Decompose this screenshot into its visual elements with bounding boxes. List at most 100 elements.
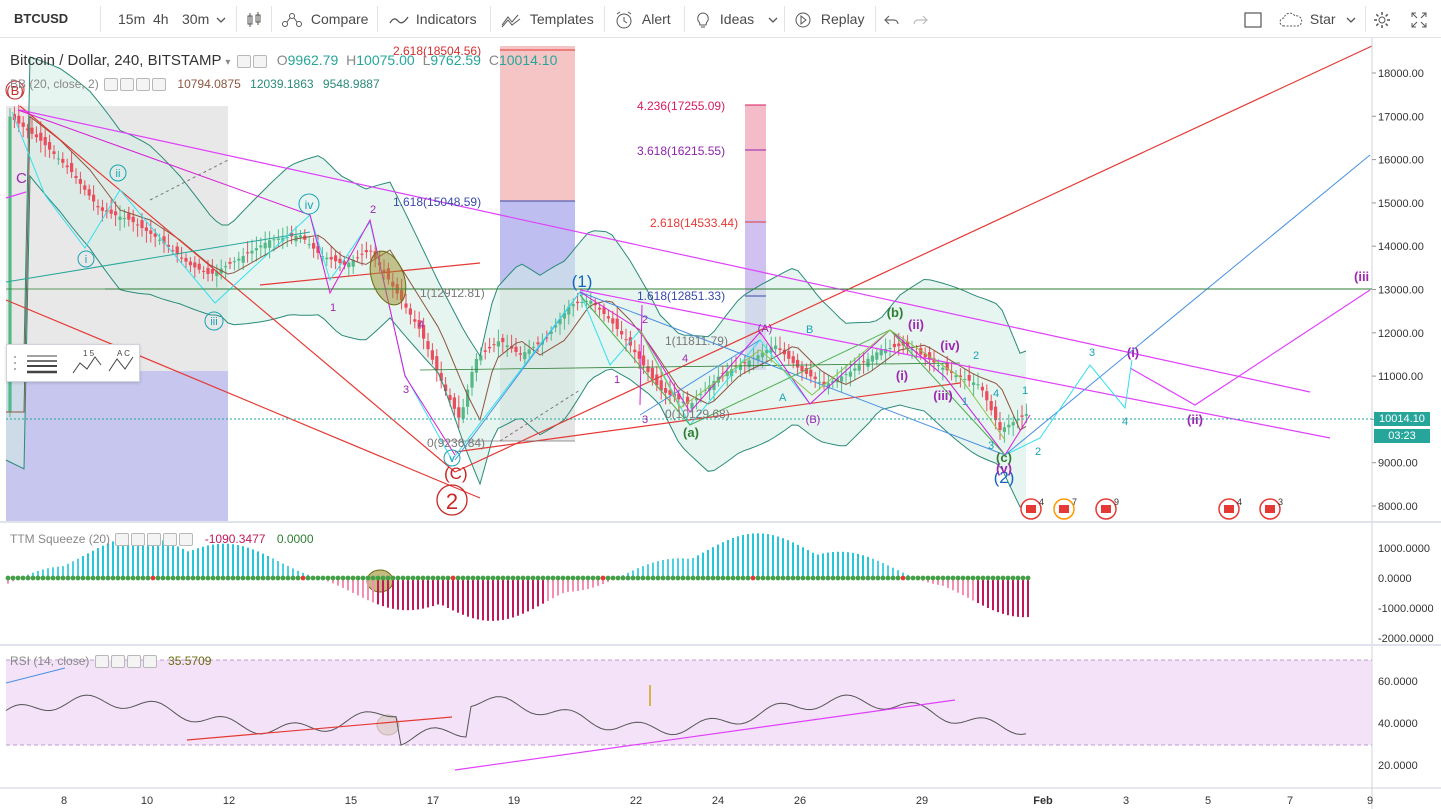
candle-body [642,355,646,366]
remove-icon[interactable] [147,533,162,547]
ttm-dot [685,575,691,581]
ttm-dot [755,575,761,581]
candle-style-icon[interactable] [245,0,263,38]
chart-canvas[interactable]: (B) C (C) 2 (1) (2) i ii iii iv v (a) (b… [0,38,1441,809]
candle-body [620,331,624,335]
bb-name[interactable]: BB (20, close, 2) [10,77,99,91]
gear-icon[interactable] [1372,0,1392,38]
wave-label-C-big: (C) [444,464,468,483]
bb-legend: BB (20, close, 2) 10794.0875 12039.1863 … [10,77,380,92]
settings-icon[interactable] [110,655,125,669]
remove-icon[interactable] [136,78,151,92]
candle-body [571,304,575,307]
time-axis-label: 24 [712,795,724,807]
svg-text:A C: A C [117,349,130,358]
close-icon[interactable] [179,533,194,547]
ttm-dot [160,575,166,581]
compare-button[interactable]: Compare [281,0,368,38]
interval-4h[interactable]: 4h [153,11,169,27]
settings-icon[interactable] [120,78,135,92]
alert-button[interactable]: Alert [614,0,671,38]
candle-body [598,307,602,310]
ideas-button[interactable]: Ideas [694,0,754,38]
settings-icon[interactable] [131,533,146,547]
star-dropdown-chevron-icon[interactable] [1346,0,1356,38]
wave-label-1: (1) [572,272,593,291]
floating-drawing-toolbar[interactable]: 1 5 A C [6,344,140,382]
ttm-dot [605,575,611,581]
candle-body [408,308,412,315]
event-badge[interactable]: 4 [1218,497,1242,520]
redo-icon[interactable] [912,0,928,38]
candle-body [166,244,170,247]
time-axis-label: 5 [1205,795,1211,807]
settings-icon[interactable] [252,54,267,68]
event-badge[interactable]: 4 [1020,497,1044,520]
ttm-dot [865,575,871,581]
ttm-dot [45,575,51,581]
eye-icon[interactable] [94,655,109,669]
star-button[interactable]: Star [1278,0,1336,38]
interval-30m[interactable]: 30m [182,11,210,27]
ttm-dot [800,575,806,581]
ttm-dot [1000,575,1006,581]
candle-body [246,252,250,254]
ttm-dot [525,575,531,581]
symbol-title[interactable]: Bitcoin / Dollar, 240, BITSTAMP [10,52,222,69]
candle-body [422,324,426,339]
eye-icon[interactable] [236,54,251,68]
elliott-impulse-icon: 1 5 [72,349,102,374]
symbol-search[interactable]: BTCUSD [14,11,69,26]
event-badge[interactable]: 9 [1095,497,1119,520]
indicators-button[interactable]: Indicators [388,0,477,38]
candle-body [677,393,681,400]
undo-icon[interactable] [884,0,900,38]
interval-15m[interactable]: 15m [118,11,146,27]
close-icon[interactable] [152,78,167,92]
candle-body [892,343,896,348]
ttm-dot [185,575,191,581]
ttm-dot [635,575,641,581]
legend-chevron-icon[interactable]: ▾ [225,57,231,68]
candle-body [153,233,157,237]
ttm-dot [965,575,971,581]
rsi-name[interactable]: RSI (14, close) [10,654,90,668]
eye-icon[interactable] [115,533,130,547]
event-badge[interactable]: 7 [1053,497,1077,520]
ttm-dot [885,575,891,581]
ttm-dot [500,575,506,581]
ttm-name[interactable]: TTM Squeeze (20) [10,532,111,546]
candle-body [941,367,945,370]
candle-body [848,371,852,377]
remove-icon[interactable] [126,655,141,669]
replay-button[interactable]: Replay [793,0,864,38]
ttm-dot [590,575,596,581]
eye-icon[interactable] [104,78,119,92]
candle-body [782,349,786,355]
interval-dropdown-chevron-icon[interactable] [216,0,226,38]
ttm-dot [585,575,591,581]
event-badge[interactable]: 3 [1259,497,1283,520]
time-axis-label: 8 [61,795,67,807]
ttm-dot [1020,575,1026,581]
candle-body [813,376,817,380]
templates-button[interactable]: Templates [500,0,594,38]
svg-text:2: 2 [1035,446,1041,458]
ttm-dot [890,575,896,581]
ttm-dot [265,575,271,581]
candle-body [523,352,527,360]
candle-body [804,367,808,374]
candle-body [136,224,140,226]
ideas-dropdown-chevron-icon[interactable] [768,0,778,38]
candle-body [8,116,12,412]
close-icon[interactable] [142,655,157,669]
fullscreen-square-icon[interactable] [1243,0,1263,38]
candle-body [228,261,232,264]
ttm-dot [165,575,171,581]
add-icon[interactable] [163,533,178,547]
ttm-dot [775,575,781,581]
candle-body [826,383,830,389]
expand-icon[interactable] [1410,0,1428,38]
rsi-axis-label: 20.0000 [1378,760,1418,772]
top-toolbar: BTCUSD 15m 4h 30m Compare Indicators Tem… [0,0,1441,38]
